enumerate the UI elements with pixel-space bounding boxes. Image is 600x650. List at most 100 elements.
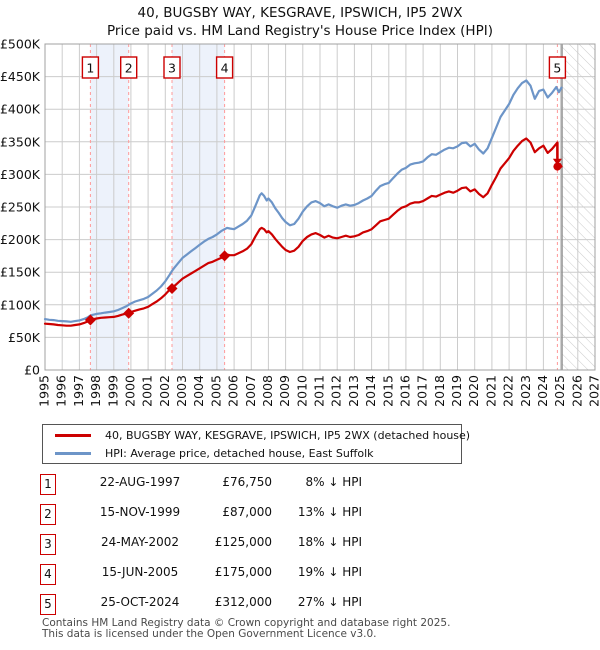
x-tick-label: 2008	[260, 375, 275, 407]
sale-date: 15-JUN-2005	[101, 565, 179, 579]
y-tick-label: £300K	[0, 167, 41, 182]
sale-drop-arrow	[552, 158, 562, 166]
page-title: 40, BUGSBY WAY, KESGRAVE, IPSWICH, IP5 2…	[137, 5, 463, 21]
x-tick-label: 2014	[363, 375, 378, 407]
sale-number-badge: 5	[40, 594, 56, 615]
sale-number-badge: 2	[40, 504, 56, 525]
sale-row-4: 4 15-JUN-2005 £175,000 19% ↓ HPI	[40, 564, 460, 586]
y-tick-label: £500K	[0, 37, 41, 52]
sale-number-badge: 4	[40, 564, 56, 585]
license-line-2: This data is licensed under the Open Gov…	[42, 628, 377, 640]
sale-point-marker	[84, 314, 96, 326]
sale-price: £76,750	[222, 475, 272, 489]
hpi-line-swatch	[55, 451, 91, 455]
y-tick-label: £350K	[0, 134, 41, 149]
sale-point-marker	[123, 307, 135, 319]
x-tick-label: 2005	[208, 375, 223, 407]
sale-date: 24-MAY-2002	[100, 535, 179, 549]
y-tick-label: £400K	[0, 102, 41, 117]
y-tick-label: £100K	[0, 297, 41, 312]
x-tick-label: 2019	[449, 375, 464, 407]
sale-row-3: 3 24-MAY-2002 £125,000 18% ↓ HPI	[40, 534, 460, 556]
x-tick-label: 2025	[552, 375, 567, 407]
y-tick-label: £450K	[0, 69, 41, 84]
x-tick-label: 2018	[432, 375, 447, 407]
y-tick-label: £0	[24, 363, 40, 378]
x-tick-label: 2021	[483, 375, 498, 407]
sale-date: 22-AUG-1997	[99, 475, 181, 489]
y-tick-label: £250K	[0, 200, 41, 215]
sale-hpi-delta: 18% ↓ HPI	[297, 535, 362, 549]
sale-number-box: 5	[548, 56, 567, 79]
sale-hpi-delta: 8% ↓ HPI	[305, 475, 362, 489]
sale-date: 25-OCT-2024	[100, 595, 180, 609]
x-tick-label: 2023	[518, 375, 533, 407]
price-history-chart: £0 £50K £100K £150K £200K £250K £300K £350K £400…	[0, 37, 600, 407]
x-tick-label: 2026	[569, 375, 584, 407]
sale-row-5: 5 25-OCT-2024 £312,000 27% ↓ HPI	[40, 594, 460, 616]
page-subtitle: Price paid vs. HM Land Registry's House …	[107, 23, 493, 39]
sale-number-box: 4	[215, 56, 234, 79]
sale-hpi-delta: 13% ↓ HPI	[297, 505, 362, 519]
sale-point-marker	[553, 162, 562, 171]
x-tick-label: 2007	[243, 375, 258, 407]
sale-number-badge: 3	[40, 534, 56, 555]
x-tick-label: 2004	[191, 375, 206, 407]
sale-number-box: 3	[163, 56, 181, 79]
sale-price: £87,000	[222, 505, 272, 519]
x-tick-label: 2011	[312, 375, 327, 407]
x-tick-label: 1997	[71, 375, 86, 407]
x-tick-label: 2002	[157, 375, 172, 407]
legend-label-property: 40, BUGSBY WAY, KESGRAVE, IPSWICH, IP5 2…	[105, 428, 471, 442]
plot-border	[44, 43, 596, 371]
x-tick-label: 2024	[535, 375, 550, 407]
sale-number-box: 2	[119, 56, 138, 79]
series-line-hpi	[43, 79, 563, 323]
legend: 40, BUGSBY WAY, KESGRAVE, IPSWICH, IP5 2…	[42, 424, 470, 464]
sale-row-1: 1 22-AUG-1997 £76,750 8% ↓ HPI	[40, 474, 460, 496]
sale-date: 15-NOV-1999	[99, 505, 181, 519]
x-tick-label: 2001	[140, 375, 155, 407]
x-tick-label: 2017	[415, 375, 430, 407]
x-tick-label: 2000	[122, 375, 137, 407]
y-tick-label: £150K	[0, 265, 41, 280]
svg-text:4: 4	[221, 61, 229, 76]
sale-row-2: 2 15-NOV-1999 £87,000 13% ↓ HPI	[40, 504, 460, 526]
x-tick-label: 2016	[397, 375, 412, 407]
legend-row-property: 40, BUGSBY WAY, KESGRAVE, IPSWICH, IP5 2…	[43, 428, 470, 443]
sale-number-box: 1	[81, 56, 100, 79]
sale-price: £175,000	[214, 565, 272, 579]
x-tick-label: 2012	[329, 375, 344, 407]
x-tick-label: 2027	[587, 375, 600, 407]
x-tick-label: 2020	[466, 375, 481, 407]
x-tick-label: 2010	[294, 375, 309, 407]
svg-text:5: 5	[553, 61, 561, 76]
legend-label-hpi: HPI: Average price, detached house, East…	[105, 446, 374, 460]
y-tick-label: £50K	[8, 330, 41, 345]
x-tick-label: 1999	[105, 375, 120, 407]
sale-hpi-delta: 19% ↓ HPI	[297, 565, 362, 579]
svg-text:3: 3	[168, 61, 176, 76]
x-tick-label: 2022	[501, 375, 516, 407]
x-tick-label: 2013	[346, 375, 361, 407]
license-line-1: Contains HM Land Registry data © Crown c…	[42, 617, 451, 629]
x-tick-label: 2006	[226, 375, 241, 407]
sale-price: £312,000	[214, 595, 272, 609]
sale-hpi-delta: 27% ↓ HPI	[297, 595, 362, 609]
legend-row-hpi: HPI: Average price, detached house, East…	[43, 446, 461, 461]
x-tick-label: 2015	[380, 375, 395, 407]
sale-point-marker	[166, 283, 178, 294]
sale-point-marker	[219, 250, 231, 262]
x-tick-label: 2003	[174, 375, 189, 407]
svg-text:2: 2	[125, 61, 133, 76]
y-tick-label: £200K	[0, 232, 41, 247]
property-line-swatch	[55, 433, 91, 437]
x-tick-label: 2009	[277, 375, 292, 407]
sale-number-badge: 1	[40, 474, 56, 495]
sale-price: £125,000	[214, 535, 272, 549]
x-tick-label: 1998	[88, 375, 103, 407]
x-tick-label: 1995	[37, 375, 52, 407]
svg-text:1: 1	[86, 61, 94, 76]
x-tick-label: 1996	[54, 375, 69, 407]
